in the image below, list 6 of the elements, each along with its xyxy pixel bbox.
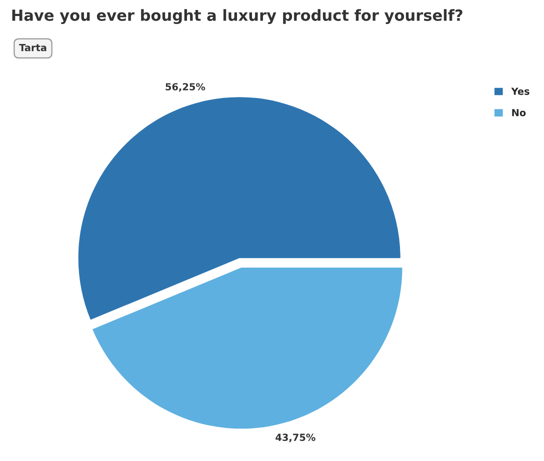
chart-title: Have you ever bought a luxury product for yourself?	[12, 9, 462, 24]
legend-label: Yes	[511, 88, 530, 95]
legend-label: No	[512, 109, 526, 116]
data-label: 56,25%	[166, 83, 206, 92]
data-label: 43,75%	[276, 434, 316, 442]
text: Tarta	[19, 44, 46, 52]
